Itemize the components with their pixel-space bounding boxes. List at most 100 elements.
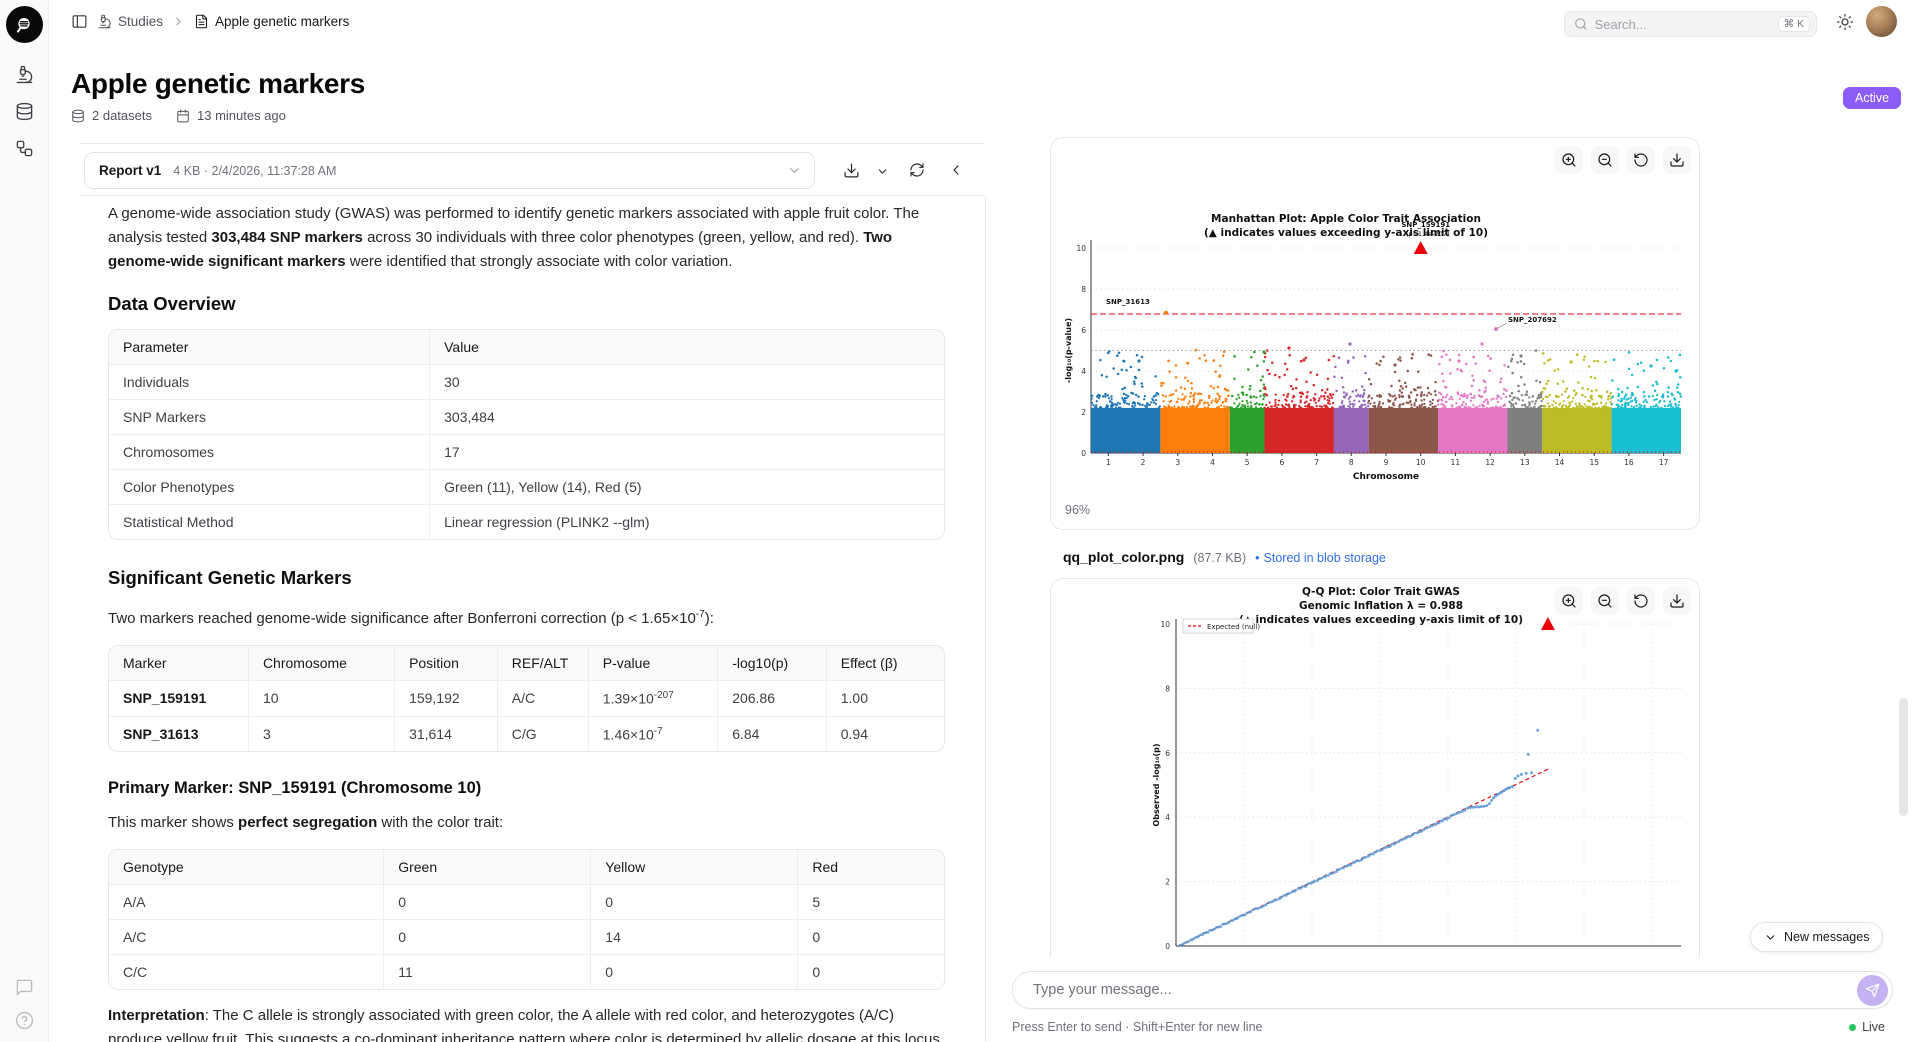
- zoom-out-icon: [1598, 594, 1612, 608]
- svg-text:0: 0: [1081, 449, 1086, 458]
- attachment-row: qq_plot_color.png (87.7 KB) • Stored in b…: [1063, 549, 1386, 565]
- report-name: Report v1: [99, 163, 162, 178]
- live-status: Live: [1849, 1020, 1885, 1034]
- svg-text:SNP_31613: SNP_31613: [1106, 298, 1150, 306]
- column-header: Value: [429, 330, 944, 365]
- svg-text:4: 4: [1210, 458, 1215, 467]
- reset-view-button[interactable]: [1627, 587, 1655, 615]
- table-row: A/C 0 14 0: [109, 919, 944, 956]
- send-button[interactable]: [1857, 974, 1888, 1006]
- svg-text:10: 10: [1416, 458, 1426, 467]
- sidebar-item-messages[interactable]: [15, 978, 34, 997]
- svg-text:2: 2: [1165, 878, 1170, 887]
- updated-meta: 13 minutes ago: [176, 108, 286, 123]
- attachment-filesize: (87.7 KB): [1193, 551, 1247, 565]
- column-header: Chromosome: [248, 646, 396, 681]
- zoom-out-button[interactable]: [1591, 146, 1619, 174]
- zoom-in-button[interactable]: [1555, 587, 1583, 615]
- svg-text:Genomic Inflation λ = 0.988: Genomic Inflation λ = 0.988: [1299, 600, 1463, 612]
- refresh-report-button[interactable]: [909, 162, 925, 178]
- sidebar-item-studies[interactable]: [15, 65, 34, 84]
- database-icon: [16, 102, 32, 121]
- table-cell: Chromosomes: [109, 434, 431, 470]
- download-image-button[interactable]: [1663, 146, 1691, 174]
- zoom-out-button[interactable]: [1591, 587, 1619, 615]
- column-header: P-value: [588, 646, 719, 681]
- markers-note: Two markers reached genome-wide signific…: [108, 609, 714, 627]
- app-logo[interactable]: [5, 6, 43, 43]
- interpretation-paragraph: Interpretation: The C allele is strongly…: [108, 1007, 944, 1042]
- sidebar: [0, 0, 49, 1042]
- significant-markers-table: Marker Chromosome Position REF/ALT P-value -l…: [108, 645, 945, 753]
- data-overview-table: Parameter Value Individuals 30 SNP Markers 30…: [108, 329, 945, 540]
- table-cell: C/C: [109, 954, 385, 990]
- download-report-button[interactable]: [843, 162, 860, 179]
- sidebar-item-help[interactable]: [15, 1011, 34, 1030]
- table-row: SNP Markers 303,484: [109, 399, 944, 435]
- svg-text:5: 5: [1245, 458, 1250, 467]
- page-meta: 2 datasets 13 minutes ago: [71, 108, 286, 123]
- column-header: Parameter: [109, 330, 431, 365]
- search-input[interactable]: [1594, 16, 1771, 32]
- sidebar-item-workflows[interactable]: [15, 139, 34, 158]
- svg-text:10: 10: [1160, 620, 1170, 629]
- new-messages-label: New messages: [1784, 930, 1870, 944]
- table-header-row: Marker Chromosome Position REF/ALT P-value -l…: [109, 646, 944, 681]
- breadcrumb-studies[interactable]: Studies: [97, 14, 163, 29]
- table-cell: 1.39×10-207: [588, 680, 719, 717]
- live-dot: [1849, 1023, 1857, 1031]
- search-input-wrapper[interactable]: ⌘ K: [1564, 11, 1817, 37]
- table-cell: 6.84: [717, 716, 827, 752]
- report-version-select[interactable]: Report v1 4 KB · 2/4/2026, 11:37:28 AM: [84, 152, 815, 189]
- collapse-panel-button[interactable]: [948, 162, 964, 178]
- table-header-row: Parameter Value: [109, 330, 944, 365]
- blob-storage-link[interactable]: • Stored in blob storage: [1255, 551, 1386, 565]
- svg-text:8: 8: [1081, 285, 1086, 294]
- table-cell: A/C: [497, 680, 589, 717]
- svg-text:Observed -log₁₀(p): Observed -log₁₀(p): [1152, 743, 1161, 826]
- theme-toggle-button[interactable]: [1836, 13, 1854, 31]
- column-header: Effect (β): [826, 646, 944, 681]
- workflow-icon: [16, 140, 32, 157]
- sun-icon: [1836, 13, 1854, 31]
- download-image-button[interactable]: [1663, 587, 1691, 615]
- table-cell: 1.00: [826, 680, 944, 717]
- panel-toggle-button[interactable]: [71, 13, 88, 30]
- user-avatar[interactable]: [1866, 6, 1897, 37]
- updated-time: 13 minutes ago: [197, 108, 286, 123]
- datasets-count: 2 datasets: [92, 108, 152, 123]
- new-messages-button[interactable]: New messages: [1750, 922, 1884, 952]
- breadcrumb: Studies Apple genetic markers: [71, 13, 349, 30]
- table-cell: A/C: [109, 919, 385, 956]
- message-input[interactable]: [1033, 982, 1857, 998]
- column-header: Red: [797, 850, 944, 886]
- sidebar-item-datasets[interactable]: [15, 102, 34, 121]
- breadcrumb-page[interactable]: Apple genetic markers: [194, 14, 349, 29]
- table-cell: C/G: [497, 716, 589, 752]
- table-row: Individuals 30: [109, 364, 944, 400]
- table-cell: 0: [797, 919, 944, 956]
- table-cell: Linear regression (PLINK2 --glm): [444, 514, 650, 530]
- zoom-in-button[interactable]: [1555, 146, 1583, 174]
- download-options-button[interactable]: [876, 165, 889, 178]
- table-cell: 11: [383, 954, 592, 990]
- table-cell: SNP_159191: [109, 680, 249, 717]
- svg-text:17: 17: [1659, 458, 1669, 467]
- table-cell: 0: [383, 884, 592, 921]
- svg-text:15: 15: [1589, 458, 1599, 467]
- svg-text:7: 7: [1314, 458, 1319, 467]
- download-icon: [1670, 153, 1684, 167]
- status-badge: Active: [1843, 87, 1902, 109]
- send-icon: [1865, 983, 1880, 997]
- table-row: Color Phenotypes Green (11), Yellow (14),…: [109, 469, 944, 505]
- svg-text:10: 10: [1076, 244, 1086, 253]
- chat-scrollbar-thumb[interactable]: [1899, 698, 1908, 816]
- reset-view-button[interactable]: [1627, 146, 1655, 174]
- svg-text:6: 6: [1081, 326, 1086, 335]
- svg-text:4: 4: [1081, 367, 1086, 376]
- table-cell: 10: [248, 680, 396, 717]
- message-input-wrapper[interactable]: [1012, 971, 1893, 1009]
- refresh-icon: [910, 163, 924, 177]
- topbar: Studies Apple genetic markers ⌘ K: [49, 0, 1919, 44]
